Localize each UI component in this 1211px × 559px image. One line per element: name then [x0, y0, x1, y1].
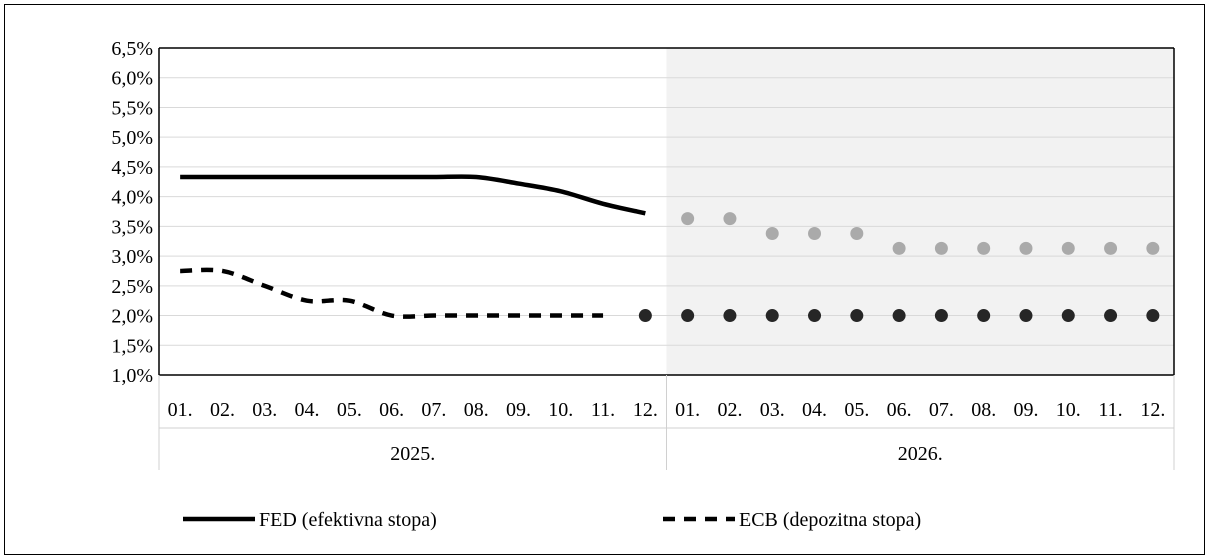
series-layer: [180, 174, 1160, 323]
x-tick-label: 11.: [591, 399, 615, 421]
x-tick-label: 03.: [760, 399, 785, 421]
x-tick-label: 11.: [1098, 399, 1122, 421]
x-tick-label: 08.: [971, 399, 996, 421]
y-tick-label: 5,0%: [111, 127, 153, 149]
y-tick-label: 3,0%: [111, 246, 153, 268]
y-tick-label: 6,5%: [111, 38, 153, 60]
data-point: [1019, 241, 1033, 255]
y-tick-label: 5,5%: [111, 97, 153, 119]
legend-label: ECB (depozitna stopa): [739, 509, 921, 531]
axes: [158, 47, 1175, 470]
legend: FED (efektivna stopa) ECB (depozitna stop…: [183, 509, 921, 531]
data-point: [892, 241, 906, 255]
x-tick-label: 12.: [1140, 399, 1165, 421]
x-group-label: 2026.: [898, 443, 943, 465]
x-tick-label: 07.: [421, 399, 446, 421]
data-point: [1104, 241, 1118, 255]
data-point: [977, 309, 991, 323]
data-point: [892, 309, 906, 323]
chart-frame: 1,0% 1,5% 2,0% 2,5% 3,0% 3,5% 4,0% 4,5% 5,0% 5,5%…: [4, 4, 1205, 555]
x-tick-label: 04.: [295, 399, 320, 421]
x-tick-label: 01.: [168, 399, 193, 421]
x-tick-label: 02.: [210, 399, 235, 421]
x-tick-label: 12.: [633, 399, 658, 421]
legend-label: FED (efektivna stopa): [259, 509, 437, 531]
y-tick-label: 6,0%: [111, 68, 153, 90]
y-tick-label: 3,5%: [111, 216, 153, 238]
data-point: [1104, 309, 1118, 323]
data-point: [681, 212, 695, 226]
fed-series-line: [180, 174, 646, 216]
data-point: [1019, 309, 1033, 323]
y-tick-label: 2,5%: [111, 276, 153, 298]
data-point: [808, 309, 822, 323]
x-tick-label: 01.: [675, 399, 700, 421]
data-point: [1061, 241, 1075, 255]
x-tick-label: 10.: [548, 399, 573, 421]
data-point: [850, 309, 864, 323]
x-tick-label: 03.: [252, 399, 277, 421]
x-tick-label: 09.: [506, 399, 531, 421]
x-axis-ticks: 01. 02. 03. 04. 05. 06. 07. 08. 09. 10. 11. 12. 01. 0…: [168, 399, 1166, 465]
data-point: [977, 241, 991, 255]
data-point: [850, 226, 864, 240]
data-point: [1061, 309, 1075, 323]
forecast-shading: [666, 48, 1174, 375]
x-tick-label: 05.: [844, 399, 869, 421]
data-point: [934, 241, 948, 255]
data-point: [723, 309, 737, 323]
x-tick-label: 09.: [1013, 399, 1038, 421]
data-point: [934, 309, 948, 323]
y-tick-label: 4,0%: [111, 187, 153, 209]
x-tick-label: 04.: [802, 399, 827, 421]
ecb-series-line: [180, 267, 604, 319]
data-point: [723, 212, 737, 226]
x-tick-label: 08.: [464, 399, 489, 421]
y-axis-ticks: 1,0% 1,5% 2,0% 2,5% 3,0% 3,5% 4,0% 4,5% 5,0% 5,5%…: [111, 38, 153, 387]
data-point: [765, 226, 779, 240]
x-tick-label: 06.: [379, 399, 404, 421]
y-tick-label: 2,0%: [111, 306, 153, 328]
rate-chart: 1,0% 1,5% 2,0% 2,5% 3,0% 3,5% 4,0% 4,5% 5,0% 5,5%…: [111, 38, 1175, 531]
data-point: [681, 309, 695, 323]
x-tick-label: 07.: [929, 399, 954, 421]
y-tick-label: 1,0%: [111, 365, 153, 387]
y-tick-label: 1,5%: [111, 335, 153, 357]
data-point: [808, 226, 822, 240]
x-group-label: 2025.: [390, 443, 435, 465]
x-tick-label: 06.: [887, 399, 912, 421]
data-point: [638, 309, 652, 323]
data-point: [1146, 241, 1160, 255]
y-tick-label: 4,5%: [111, 157, 153, 179]
x-tick-label: 10.: [1056, 399, 1081, 421]
data-point: [1146, 309, 1160, 323]
x-tick-label: 05.: [337, 399, 362, 421]
x-tick-label: 02.: [717, 399, 742, 421]
data-point: [765, 309, 779, 323]
